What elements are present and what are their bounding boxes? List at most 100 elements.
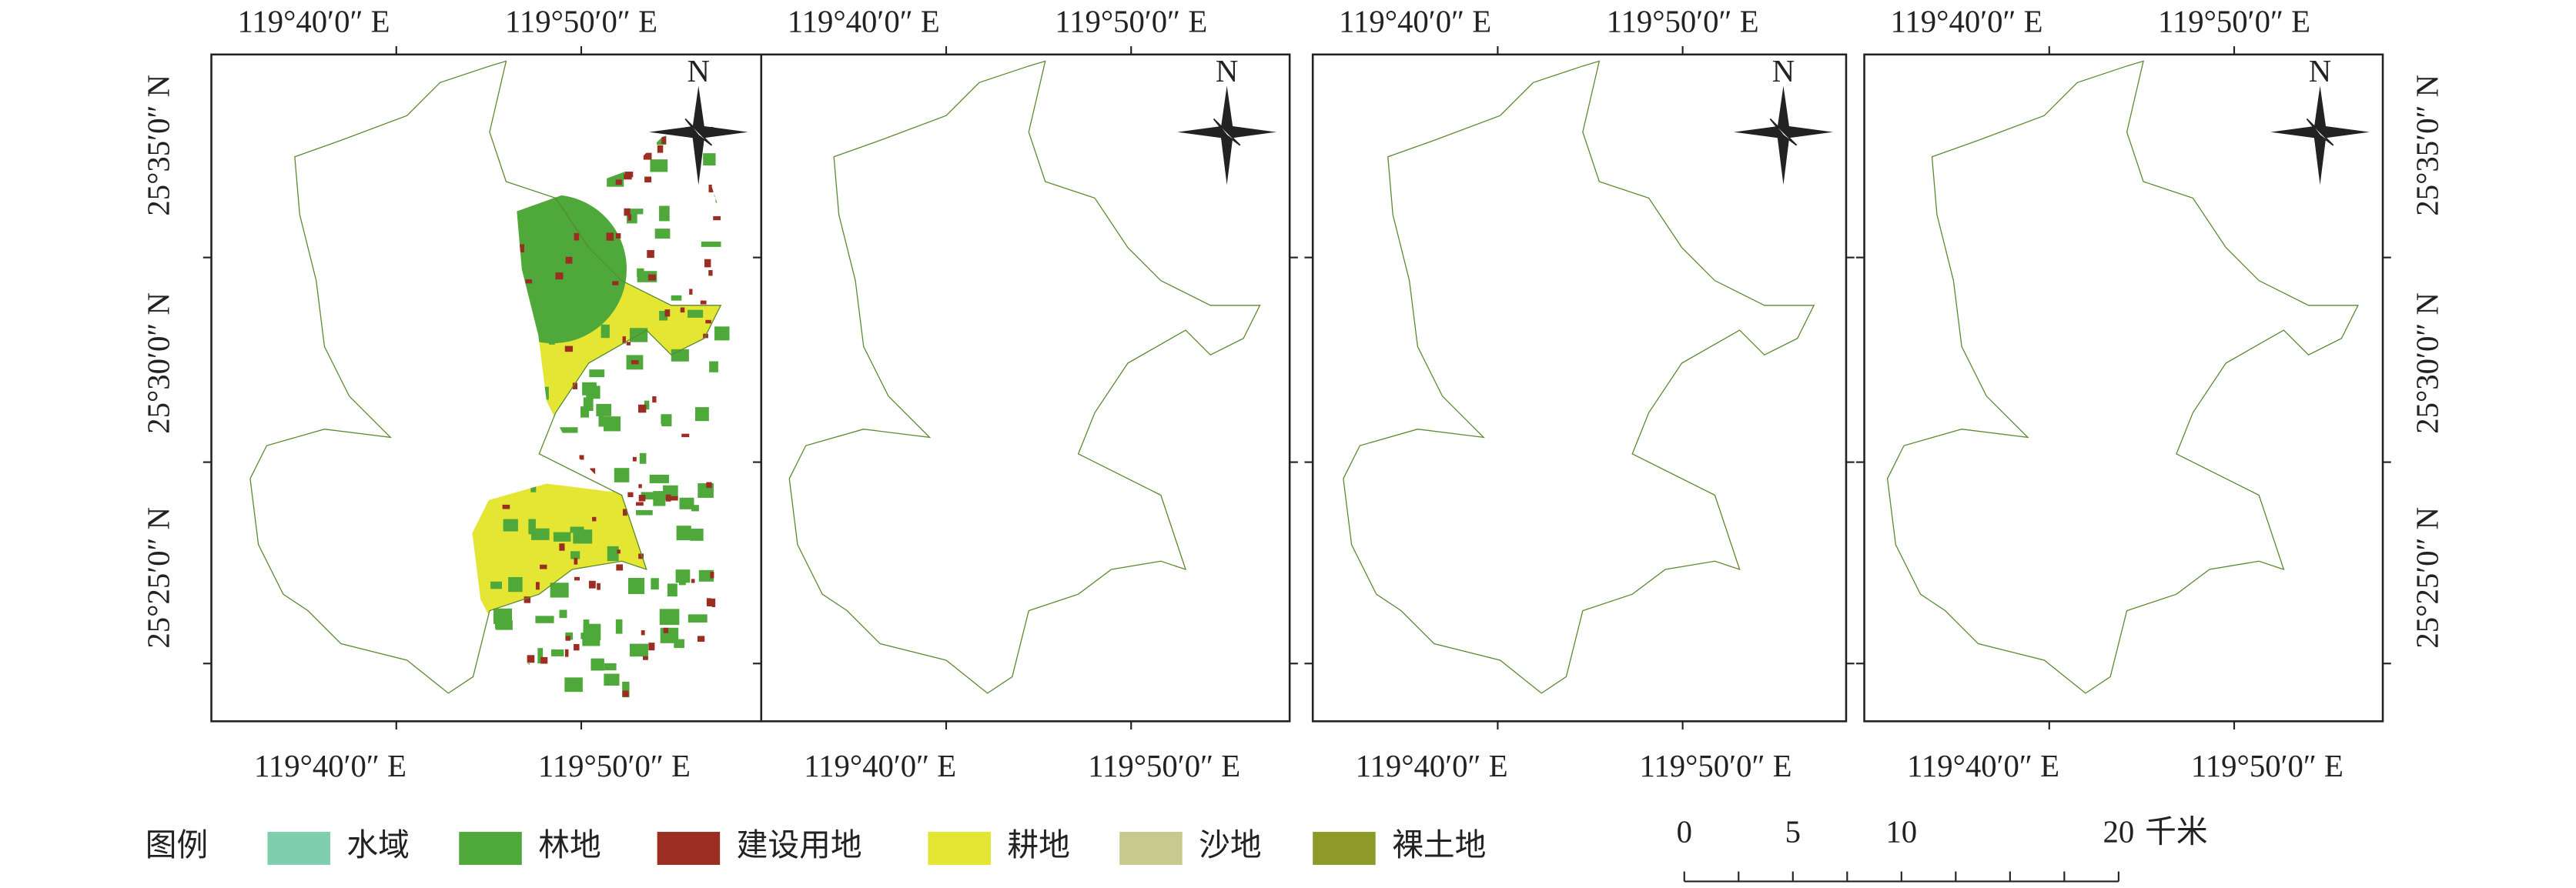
north-label: N — [2309, 54, 2331, 88]
north-label: N — [687, 54, 710, 88]
forest-patch — [503, 519, 518, 532]
built-patch — [622, 509, 627, 516]
forest-patch — [583, 623, 601, 640]
built-patch — [574, 557, 578, 565]
built-patch — [624, 208, 631, 216]
north-label: N — [1772, 54, 1795, 88]
built-patch — [615, 179, 622, 185]
coast — [1343, 60, 1815, 694]
map-panel: N 119°40′0″ E 119°50′0″ E 119°40′0″ E 119°50… — [1855, 5, 2445, 783]
forest-patch — [582, 639, 601, 646]
built-patch — [574, 644, 580, 651]
built-patch — [641, 630, 645, 636]
legend-label: 裸土地 — [1392, 828, 1486, 863]
forest-patch — [508, 576, 523, 593]
legend-swatch — [1313, 832, 1376, 865]
built-patch — [648, 643, 655, 651]
built-patch — [524, 596, 531, 603]
forest-patch — [540, 235, 560, 242]
forest-patch — [695, 407, 709, 422]
built-patch — [624, 174, 632, 180]
bottom-coordinate-label: 119°40′0″ E — [1356, 749, 1508, 783]
legend-label: 林地 — [538, 828, 601, 863]
right-coordinate-label: 25°30′0″ N — [2410, 292, 2445, 434]
top-coordinate-label: 119°50′0″ E — [1055, 5, 1207, 39]
north-arrow — [2306, 118, 2334, 146]
forest-patch — [629, 643, 648, 657]
right-coordinate-label: 25°25′0″ N — [2410, 507, 2445, 649]
forest-patch — [582, 382, 597, 396]
forest-patch — [644, 400, 650, 410]
left-coordinate-label: 25°30′0″ N — [142, 292, 176, 434]
forest-patch — [587, 267, 603, 281]
built-patch — [540, 656, 548, 664]
forest-patch — [691, 505, 699, 512]
top-coordinate-label: 119°40′0″ E — [1339, 5, 1491, 39]
built-patch — [706, 598, 711, 606]
forest-patch — [528, 519, 536, 535]
forest-patch — [667, 583, 677, 597]
built-patch — [540, 564, 547, 569]
forest-patch — [650, 159, 668, 172]
built-patch — [617, 549, 621, 554]
forest-patch — [589, 369, 605, 378]
coast — [788, 60, 1261, 694]
forest-patch — [598, 415, 604, 427]
top-coordinate-label: 119°40′0″ E — [238, 5, 390, 39]
panel-frame — [1863, 53, 2384, 723]
built-patch — [525, 279, 533, 284]
forest-patch — [701, 241, 721, 247]
built-patch — [670, 496, 678, 501]
built-patch — [588, 580, 596, 589]
built-patch — [636, 502, 644, 506]
forest-patch — [550, 583, 569, 598]
built-patch — [627, 492, 634, 497]
built-patch — [652, 396, 657, 403]
forest-patch — [698, 569, 714, 582]
map-panel: N 119°40′0″ E 119°50′0″ E 119°40′0″ E 119°50… — [1304, 5, 1855, 783]
forest-patch — [627, 577, 645, 594]
forest-patch — [676, 526, 691, 541]
built-patch — [590, 468, 596, 476]
built-patch — [615, 233, 621, 239]
forest-patch — [559, 609, 567, 619]
forest-patch — [636, 509, 653, 516]
north-arrow — [1213, 118, 1241, 146]
built-patch — [691, 579, 695, 583]
built-patch — [559, 543, 565, 551]
forest-patch — [604, 663, 617, 671]
built-patch — [631, 360, 639, 365]
land-map — [788, 60, 1261, 694]
legend-swatch — [459, 832, 522, 865]
built-patch — [680, 307, 685, 313]
forest-patch — [641, 492, 655, 500]
forest-patch — [604, 416, 621, 432]
forest-patch — [674, 639, 684, 649]
forest-patch — [659, 205, 670, 222]
scale-label: 5 — [1785, 815, 1801, 850]
bottom-coordinate-label: 119°50′0″ E — [1640, 749, 1792, 783]
scale-bar: 0 5 10 20 千米 — [1677, 815, 2208, 883]
forest-patch — [654, 229, 671, 239]
forest-patch — [607, 546, 619, 562]
forest-patch — [596, 403, 611, 416]
built-patch — [627, 214, 632, 221]
north-label: N — [1216, 54, 1238, 88]
forest-patch — [614, 468, 630, 482]
forest-patch — [535, 616, 554, 623]
bottom-coordinate-label: 119°40′0″ E — [804, 749, 956, 783]
forest-patch — [490, 581, 502, 589]
scale-label: 20 — [2103, 815, 2134, 850]
forest-patch — [687, 499, 694, 509]
coast — [249, 60, 722, 694]
scale-label: 0 — [1677, 815, 1692, 850]
bottom-coordinate-label: 119°50′0″ E — [1088, 749, 1240, 783]
built-patch — [555, 272, 564, 280]
built-patch — [574, 576, 580, 581]
top-coordinate-label: 119°50′0″ E — [1607, 5, 1759, 39]
forest-patch — [599, 232, 604, 240]
top-coordinate-label: 119°40′0″ E — [788, 5, 940, 39]
built-patch — [647, 274, 657, 281]
bottom-coordinate-label: 119°50′0″ E — [538, 749, 691, 783]
